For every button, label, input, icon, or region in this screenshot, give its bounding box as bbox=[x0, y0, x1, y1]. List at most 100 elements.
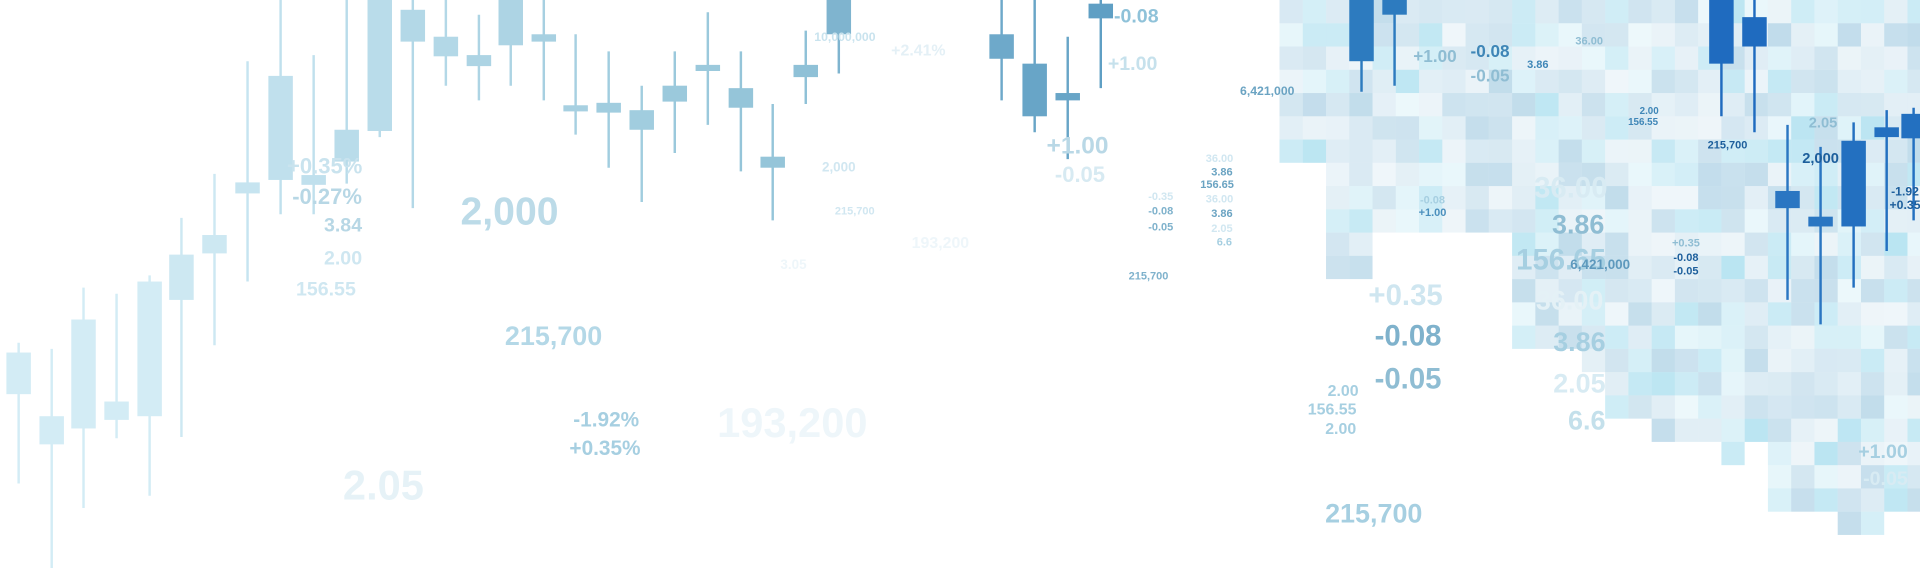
mosaic-tile bbox=[1814, 186, 1838, 210]
mosaic-tile bbox=[1837, 23, 1861, 47]
mosaic-tile bbox=[1860, 279, 1885, 303]
floating-number: -0.08 bbox=[1673, 252, 1698, 264]
mosaic-tile bbox=[1674, 139, 1699, 163]
mosaic-tile bbox=[1767, 395, 1792, 419]
mosaic-tile bbox=[1628, 255, 1652, 280]
mosaic-tile bbox=[1302, 0, 1327, 24]
mosaic-tile bbox=[1302, 69, 1327, 94]
mosaic-tile bbox=[1698, 232, 1722, 256]
floating-number: +0.35% bbox=[569, 437, 640, 460]
mosaic-tile bbox=[1860, 209, 1885, 233]
floating-number: 193,200 bbox=[717, 399, 867, 446]
mosaic-tile bbox=[1558, 255, 1582, 280]
mosaic-tile bbox=[1674, 162, 1699, 187]
mosaic-tile bbox=[1628, 46, 1652, 70]
mosaic-tile bbox=[1628, 139, 1652, 163]
mosaic-tile bbox=[1442, 93, 1466, 117]
mosaic-tile bbox=[1465, 69, 1489, 94]
mosaic-tile bbox=[1628, 209, 1652, 233]
mosaic-tile bbox=[1372, 69, 1396, 94]
mosaic-tile bbox=[1674, 23, 1699, 47]
mosaic-tile bbox=[1651, 69, 1675, 94]
candle-body bbox=[268, 75, 293, 180]
mosaic-tile bbox=[1581, 325, 1606, 349]
mosaic-tile bbox=[1860, 348, 1885, 373]
mosaic-tile bbox=[1907, 279, 1920, 303]
mosaic-tile bbox=[1279, 0, 1303, 24]
candle-body bbox=[169, 254, 194, 300]
mosaic-tile bbox=[1535, 302, 1559, 326]
mosaic-tile bbox=[1860, 441, 1885, 466]
mosaic-tile bbox=[1326, 255, 1350, 280]
mosaic-tile bbox=[1605, 93, 1629, 117]
mosaic-tile bbox=[1419, 69, 1443, 94]
mosaic-tile bbox=[1907, 232, 1920, 256]
mosaic-tile bbox=[1721, 372, 1745, 396]
mosaic-tile bbox=[1419, 46, 1443, 70]
mosaic-tile bbox=[1860, 23, 1885, 47]
mosaic-tile bbox=[1605, 325, 1629, 349]
mosaic-tile bbox=[1884, 372, 1908, 396]
mosaic-tile bbox=[1791, 348, 1815, 373]
candlesticks bbox=[6, 0, 1920, 568]
mosaic-tile bbox=[1372, 23, 1396, 47]
mosaic-tile bbox=[1512, 255, 1536, 280]
mosaic-tile bbox=[1721, 209, 1745, 233]
mosaic-tile bbox=[1628, 186, 1652, 210]
floating-number: -1.92% bbox=[573, 409, 639, 432]
mosaic-tile bbox=[1581, 46, 1606, 70]
candle-body bbox=[760, 156, 785, 168]
mosaic-tile bbox=[1419, 0, 1443, 24]
mosaic bbox=[1279, 0, 1920, 535]
candle-body bbox=[695, 64, 721, 71]
mosaic-tile bbox=[1884, 488, 1908, 512]
mosaic-tile bbox=[1907, 465, 1920, 489]
floating-number: -0.08 bbox=[1114, 5, 1159, 27]
candle-body bbox=[301, 175, 326, 185]
mosaic-tile bbox=[1721, 395, 1745, 419]
mosaic-tile bbox=[1884, 69, 1908, 94]
mosaic-tile bbox=[1651, 139, 1675, 163]
mosaic-tile bbox=[1884, 93, 1908, 117]
mosaic-tile bbox=[1512, 302, 1536, 326]
mosaic-tile bbox=[1558, 0, 1582, 24]
mosaic-tile bbox=[1535, 255, 1559, 280]
mosaic-tile bbox=[1860, 372, 1885, 396]
mosaic-tile bbox=[1674, 395, 1699, 419]
mosaic-tile bbox=[1744, 116, 1768, 140]
mosaic-tile bbox=[1837, 488, 1861, 512]
candle-body bbox=[1382, 0, 1407, 15]
mosaic-tile bbox=[1698, 395, 1722, 419]
mosaic-tile bbox=[1837, 69, 1861, 94]
mosaic-tile bbox=[1372, 209, 1396, 233]
floating-number: 215,700 bbox=[835, 206, 875, 218]
floating-number: 3.86 bbox=[1211, 208, 1232, 220]
candle-body bbox=[1775, 190, 1800, 209]
mosaic-tile bbox=[1535, 279, 1559, 303]
candle-body bbox=[1742, 17, 1767, 47]
floating-number: -0.05 bbox=[1673, 266, 1698, 278]
mosaic-tile bbox=[1349, 209, 1373, 233]
mosaic-tile bbox=[1605, 255, 1629, 280]
mosaic-tile bbox=[1581, 209, 1606, 233]
mosaic-tile bbox=[1791, 441, 1815, 466]
mosaic-tile bbox=[1465, 23, 1489, 47]
mosaic-tile bbox=[1442, 46, 1466, 70]
mosaic-tile bbox=[1395, 69, 1420, 94]
candle-body bbox=[728, 88, 754, 108]
mosaic-tile bbox=[1279, 46, 1303, 70]
candle-body bbox=[466, 55, 492, 67]
mosaic-tile bbox=[1349, 186, 1373, 210]
mosaic-tile bbox=[1814, 69, 1838, 94]
mosaic-tile bbox=[1558, 93, 1582, 117]
mosaic-tile bbox=[1860, 186, 1885, 210]
floating-number: 215,700 bbox=[1129, 271, 1169, 283]
mosaic-tile bbox=[1814, 465, 1838, 489]
floating-number: 6,421,000 bbox=[1570, 257, 1630, 272]
mosaic-tile bbox=[1628, 69, 1652, 94]
mosaic-tile bbox=[1419, 93, 1443, 117]
floating-number: 2.00 bbox=[1325, 421, 1356, 438]
mosaic-tile bbox=[1326, 23, 1350, 47]
mosaic-tile bbox=[1674, 348, 1699, 373]
